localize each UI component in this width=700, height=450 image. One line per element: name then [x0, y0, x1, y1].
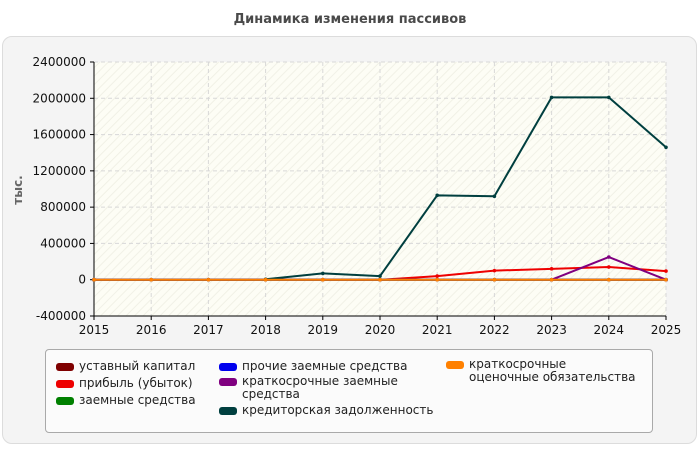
legend-label: краткосрочные заемные средства — [242, 374, 398, 401]
y-tick-label: 0 — [78, 273, 86, 287]
series-point-5 — [607, 95, 611, 100]
series-point-6 — [321, 277, 325, 282]
series-point-6 — [664, 277, 668, 282]
legend-item-kreditorskaya: кредиторская задолженность — [219, 404, 433, 417]
legend-item-prochie-zaemnye: прочие заемные средства — [219, 360, 408, 373]
series-point-6 — [492, 277, 497, 282]
series-point-1 — [664, 269, 668, 273]
series-point-6 — [435, 277, 440, 282]
y-axis-label: тыс. — [11, 175, 25, 204]
legend-item-ustavnyi-kapital: уставный капитал — [56, 360, 195, 373]
series-point-1 — [549, 267, 554, 271]
legend-item-zaemnye-sredstva: заемные средства — [56, 394, 196, 407]
series-point-5 — [492, 194, 497, 199]
x-tick-label: 2025 — [651, 323, 682, 337]
legend-swatch — [446, 361, 464, 369]
x-tick-label: 2019 — [308, 323, 339, 337]
legend-label: заемные средства — [79, 393, 196, 407]
legend-item-kratkosrochnye-zaemnye: краткосрочные заемные средства — [219, 375, 419, 401]
series-point-6 — [549, 277, 554, 282]
series-point-4 — [607, 255, 611, 259]
x-tick-label: 2023 — [536, 323, 567, 337]
series-line-5 — [265, 96, 667, 281]
legend-swatch — [56, 363, 74, 371]
y-tick-label: 2400000 — [33, 55, 86, 69]
y-tick-label: 1600000 — [33, 128, 86, 142]
series-point-6 — [92, 277, 96, 282]
legend-swatch — [56, 397, 74, 405]
legend-label: краткосрочные оценочные обязательства — [469, 357, 636, 384]
x-tick-label: 2021 — [422, 323, 453, 337]
series-point-5 — [321, 271, 325, 276]
series-point-1 — [492, 268, 497, 273]
y-tick-label: -400000 — [36, 309, 86, 323]
legend-swatch — [56, 380, 74, 388]
x-tick-label: 2016 — [136, 323, 167, 337]
legend-label: уставный капитал — [79, 359, 196, 373]
x-tick-label: 2024 — [594, 323, 625, 337]
legend: уставный капитал прибыль (убыток) заемны… — [45, 349, 653, 433]
y-tick-label: 800000 — [40, 200, 86, 214]
series-point-6 — [607, 277, 611, 282]
x-tick-label: 2018 — [250, 323, 281, 337]
series-point-5 — [549, 95, 554, 100]
x-tick-label: 2015 — [79, 323, 110, 337]
legend-label: кредиторская задолженность — [242, 403, 434, 417]
series-point-6 — [149, 277, 153, 282]
series-point-5 — [378, 274, 382, 278]
y-tick-label: 1200000 — [33, 164, 86, 178]
legend-label: прочие заемные средства — [242, 359, 408, 373]
legend-swatch — [219, 407, 237, 415]
legend-swatch — [219, 378, 237, 386]
series-point-1 — [607, 265, 611, 269]
legend-swatch — [219, 363, 237, 371]
x-tick-label: 2022 — [479, 323, 510, 337]
series-point-5 — [664, 145, 668, 150]
series-point-6 — [378, 277, 382, 282]
y-tick-label: 2000000 — [33, 91, 86, 105]
legend-item-pribyl: прибыль (убыток) — [56, 377, 193, 390]
y-tick-label: 400000 — [40, 236, 86, 250]
chart-plot: -400000 0 400000 800000 1200000 1600000 200000… — [11, 55, 682, 337]
series-point-1 — [435, 274, 440, 278]
series-point-6 — [206, 277, 211, 282]
chart-title: Динамика изменения пассивов — [233, 12, 467, 27]
legend-label: прибыль (убыток) — [79, 376, 193, 390]
legend-item-ocenochnye: краткосрочные оценочные обязательства — [446, 358, 646, 384]
x-tick-label: 2020 — [365, 323, 396, 337]
series-point-6 — [263, 277, 268, 282]
x-tick-label: 2017 — [193, 323, 224, 337]
series-point-5 — [435, 193, 440, 198]
